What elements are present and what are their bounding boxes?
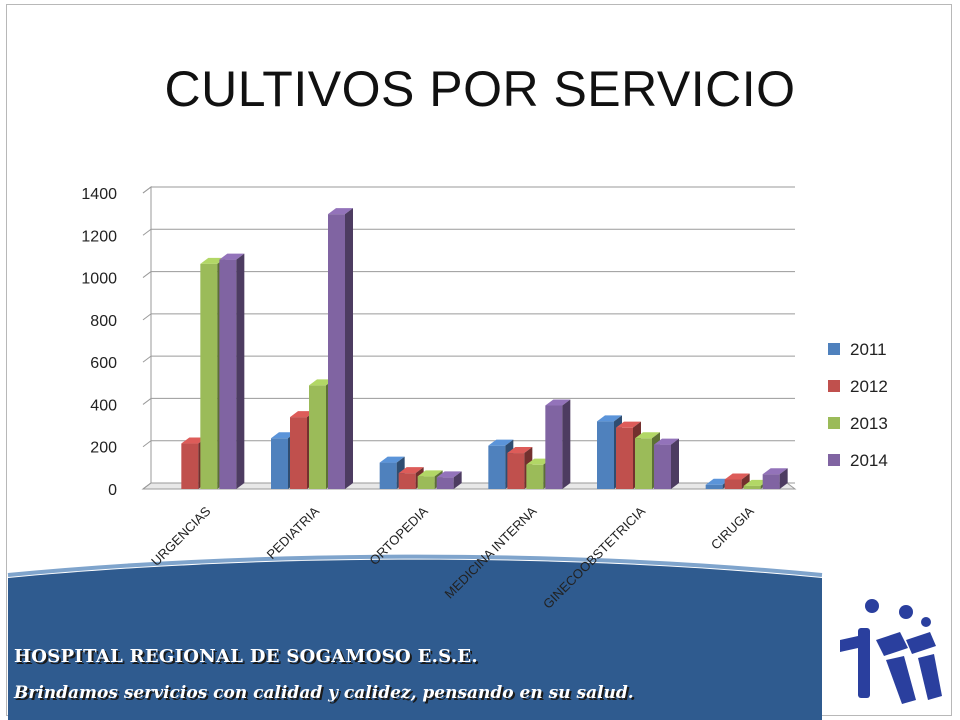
slide-title: CULTIVOS POR SERVICIO [164,61,796,117]
x-category-label: URGENCIAS [148,503,213,568]
x-category-label: PEDIATRIA [264,503,323,562]
bar-2014-0 [219,253,245,489]
legend-item-2012: 2012 [828,377,888,396]
legend-label: 2012 [850,377,888,396]
legend-item-2011: 2011 [828,340,887,359]
hospital-slogan: Brindamos servicios con calidad y calide… [14,683,634,703]
hospital-logo-icon [840,599,942,704]
y-tick-label: 1400 [81,186,117,203]
legend-item-2014: 2014 [828,451,888,470]
y-tick-label: 200 [90,440,117,457]
y-tick-label: 1000 [81,271,117,288]
x-category-label: CIRUGIA [708,503,757,552]
legend-swatch [828,380,840,392]
y-tick-label: 600 [90,355,117,372]
legend-swatch [828,343,840,355]
legend-swatch [828,417,840,429]
legend-item-2013: 2013 [828,414,888,433]
footer-band [7,554,823,720]
bar-2014-3 [545,399,571,489]
bar-2014-4 [654,438,679,489]
y-tick-label: 400 [90,397,117,414]
legend-label: 2014 [850,451,888,470]
bar-2014-5 [762,468,788,489]
bar-2014-1 [328,208,353,489]
legend-label: 2011 [850,340,887,359]
chart-bars [181,208,788,489]
legend-label: 2013 [850,414,888,433]
bar-2012-5 [724,473,750,489]
y-tick-label: 800 [90,313,117,330]
hospital-name: HOSPITAL REGIONAL DE SOGAMOSO E.S.E. [14,646,478,667]
y-tick-label: 0 [108,482,117,499]
y-tick-label: 1200 [81,228,117,245]
bar-2014-2 [436,471,462,489]
y-axis-ticks: 0 200 400 600 800 1000 1200 1400 [81,186,117,499]
chart-legend: 2011 2012 2013 2014 [828,340,888,470]
legend-swatch [828,454,840,466]
